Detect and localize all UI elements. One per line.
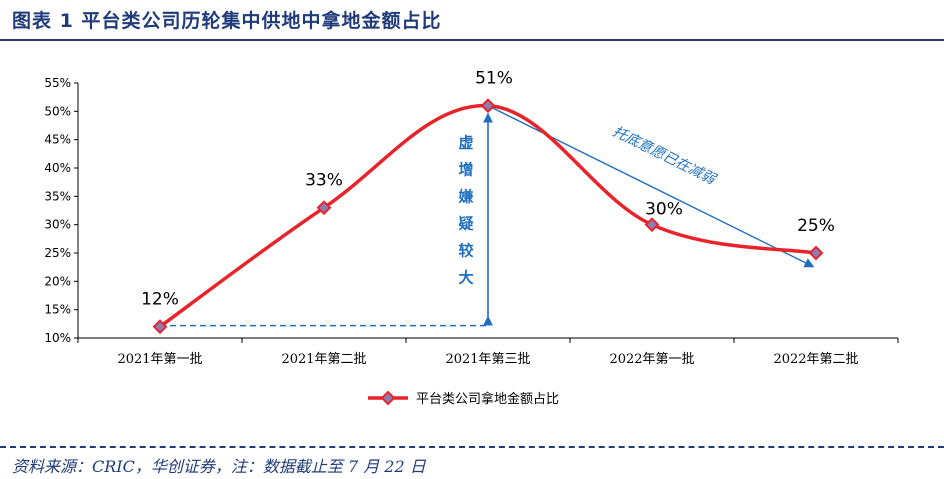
data-label: 30% — [645, 200, 683, 220]
x-category-label: 2021年第一批 — [117, 352, 202, 367]
y-tick-label: 35% — [44, 189, 71, 203]
data-point-marker — [644, 217, 660, 233]
figure-title: 图表 1 平台类公司历轮集中供地中拿地金额占比 — [12, 10, 442, 32]
data-label: 51% — [475, 69, 513, 89]
vertical-annotation-char: 虚 — [458, 134, 473, 152]
y-tick-label: 15% — [44, 303, 71, 317]
vertical-annotation-char: 大 — [458, 269, 473, 287]
diagonal-annotation-text: 托底意愿已在减弱 — [610, 124, 719, 189]
y-tick-label: 40% — [44, 161, 71, 175]
vertical-annotation-char: 增 — [458, 161, 473, 179]
vertical-annotation-char: 嫌 — [457, 188, 473, 206]
legend-label: 平台类公司拿地金额占比 — [416, 391, 559, 407]
line-chart: 10% 15% 20% 25% 30% 35% 40% 45% 50% 55% 2021年第一批 2… — [13, 51, 923, 407]
data-point-marker — [808, 245, 824, 261]
y-tick-label: 45% — [44, 133, 71, 147]
data-point-marker — [480, 98, 496, 114]
vertical-annotation-char: 疑 — [458, 215, 473, 233]
legend-marker-swatch — [380, 390, 396, 406]
title-divider — [0, 39, 944, 41]
x-category-label: 2022年第二批 — [773, 352, 858, 367]
y-tick-label: 55% — [44, 76, 71, 90]
vertical-annotation-char: 较 — [458, 242, 473, 260]
data-label: 25% — [797, 216, 835, 236]
data-label: 12% — [141, 290, 179, 310]
x-category-label: 2022年第一批 — [609, 352, 694, 367]
title-bar: 图表 1 平台类公司历轮集中供地中拿地金额占比 — [0, 0, 944, 41]
x-category-label: 2021年第三批 — [445, 352, 530, 367]
y-tick-label: 25% — [44, 246, 71, 260]
x-category-label: 2021年第二批 — [281, 352, 366, 367]
data-point-marker — [316, 200, 332, 216]
diagonal-arrow — [491, 107, 815, 268]
data-label: 33% — [305, 171, 343, 191]
source-divider — [0, 446, 944, 448]
source-note: 资料来源：CRIC，华创证券，注：数据截止至 7 月 22 日 — [12, 457, 426, 476]
chart-frame — [13, 51, 923, 361]
y-tick-label: 20% — [44, 274, 71, 288]
y-tick-label: 10% — [44, 331, 71, 345]
y-tick-label: 50% — [44, 104, 71, 118]
data-point-marker — [152, 319, 168, 335]
y-tick-label: 30% — [44, 218, 71, 232]
